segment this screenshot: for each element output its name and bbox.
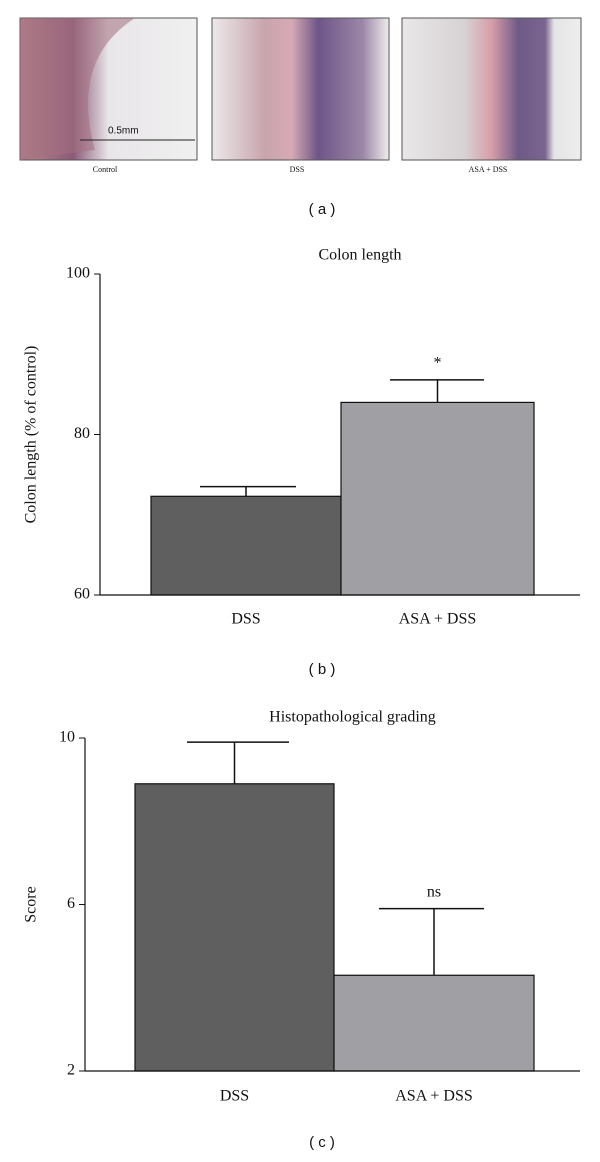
chart-title: Histopathological grading [269, 709, 436, 726]
x-tick-label: DSS [231, 611, 260, 628]
y-tick-label: 60 [74, 586, 90, 603]
histology-images: 0.5mm Control DSS ASA + DSS ( a ) [19, 17, 582, 218]
bar [134, 783, 335, 1072]
scale-bar-label: 0.5mm [108, 126, 139, 137]
panel-label: ( b ) [309, 661, 336, 678]
image-dss [211, 17, 390, 161]
image-asa-dss [401, 17, 582, 161]
image-caption: DSS [290, 165, 305, 174]
y-axis-label: Score [23, 886, 40, 922]
y-axis-label: Colon length (% of control) [23, 346, 40, 524]
panel-label: ( c ) [309, 1134, 335, 1151]
bar [333, 974, 535, 1072]
annotation: * [434, 355, 442, 372]
x-tick-label: ASA + DSS [399, 611, 477, 628]
bar [340, 401, 535, 596]
y-tick-label: 80 [74, 425, 90, 442]
y-tick-label: 2 [67, 1062, 75, 1079]
x-tick-label: DSS [220, 1088, 249, 1105]
bar [150, 495, 342, 596]
image-caption: Control [93, 165, 118, 174]
y-tick-label: 6 [67, 895, 75, 912]
y-tick-label: 100 [66, 265, 90, 282]
image-caption: ASA + DSS [469, 165, 508, 174]
chart-title: Colon length [318, 247, 401, 264]
panel-label: ( a ) [309, 201, 336, 218]
y-tick-label: 10 [59, 729, 75, 746]
x-tick-label: ASA + DSS [395, 1088, 473, 1105]
annotation: ns [427, 883, 441, 900]
tissue [20, 18, 135, 160]
